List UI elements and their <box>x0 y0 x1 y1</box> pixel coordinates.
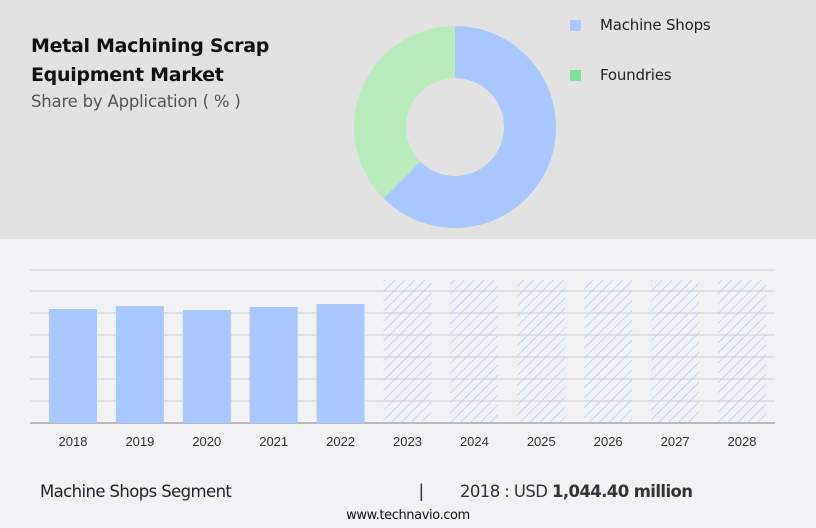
x-tick-label: 2024 <box>460 434 489 449</box>
legend-swatch-machine-shops <box>570 19 581 31</box>
bar-2026 <box>584 280 633 423</box>
separator: | <box>419 481 424 501</box>
source-url: www.technavio.com <box>346 508 470 523</box>
bar-chart: 2018 2019 2020 2021 2022 2023 2024 2025 2026 2027… <box>30 269 775 449</box>
bars <box>49 280 766 423</box>
x-tick-label: 2027 <box>661 434 690 449</box>
x-tick-label: 2021 <box>259 434 288 449</box>
bar-2027 <box>651 280 700 423</box>
chart-subtitle: Share by Application ( % ) <box>31 92 241 111</box>
bar-2025 <box>517 280 566 423</box>
x-axis-labels: 2018 2019 2020 2021 2022 2023 2024 2025 2026 2027… <box>59 434 757 449</box>
segment-value: 2018 : USD 1,044.40 million <box>460 482 693 501</box>
x-tick-label: 2018 <box>59 434 88 449</box>
donut-slice-machine-shops <box>383 26 556 228</box>
legend-label: Foundries <box>600 66 672 84</box>
chart-title: Metal Machining Scrap Equipment Market <box>31 32 269 90</box>
legend-label: Machine Shops <box>600 16 711 34</box>
x-tick-label: 2022 <box>326 434 355 449</box>
donut-slice-foundries <box>354 26 455 199</box>
bar-2023 <box>383 280 432 423</box>
legend-item-machine-shops: Machine Shops <box>570 16 711 34</box>
x-tick-label: 2025 <box>527 434 556 449</box>
legend-swatch-foundries <box>570 69 581 81</box>
x-tick-label: 2020 <box>192 434 221 449</box>
bar-2028 <box>718 280 766 423</box>
donut-chart <box>354 26 556 228</box>
x-tick-label: 2026 <box>594 434 623 449</box>
bar-2018 <box>49 309 97 423</box>
title-line-1: Metal Machining Scrap <box>31 35 270 57</box>
segment-label: Machine Shops Segment <box>40 482 232 501</box>
value-prefix: 2018 : USD <box>460 482 552 501</box>
bar-2024 <box>450 280 499 423</box>
x-tick-label: 2019 <box>125 434 154 449</box>
value-amount: 1,044.40 million <box>551 482 693 501</box>
x-tick-label: 2023 <box>393 434 422 449</box>
bar-2020 <box>182 310 231 423</box>
title-line-2: Equipment Market <box>31 64 224 86</box>
x-tick-label: 2028 <box>728 434 757 449</box>
legend-item-foundries: Foundries <box>570 66 672 84</box>
bar-2019 <box>115 306 164 423</box>
bar-2022 <box>316 304 365 423</box>
bar-2021 <box>249 306 298 423</box>
